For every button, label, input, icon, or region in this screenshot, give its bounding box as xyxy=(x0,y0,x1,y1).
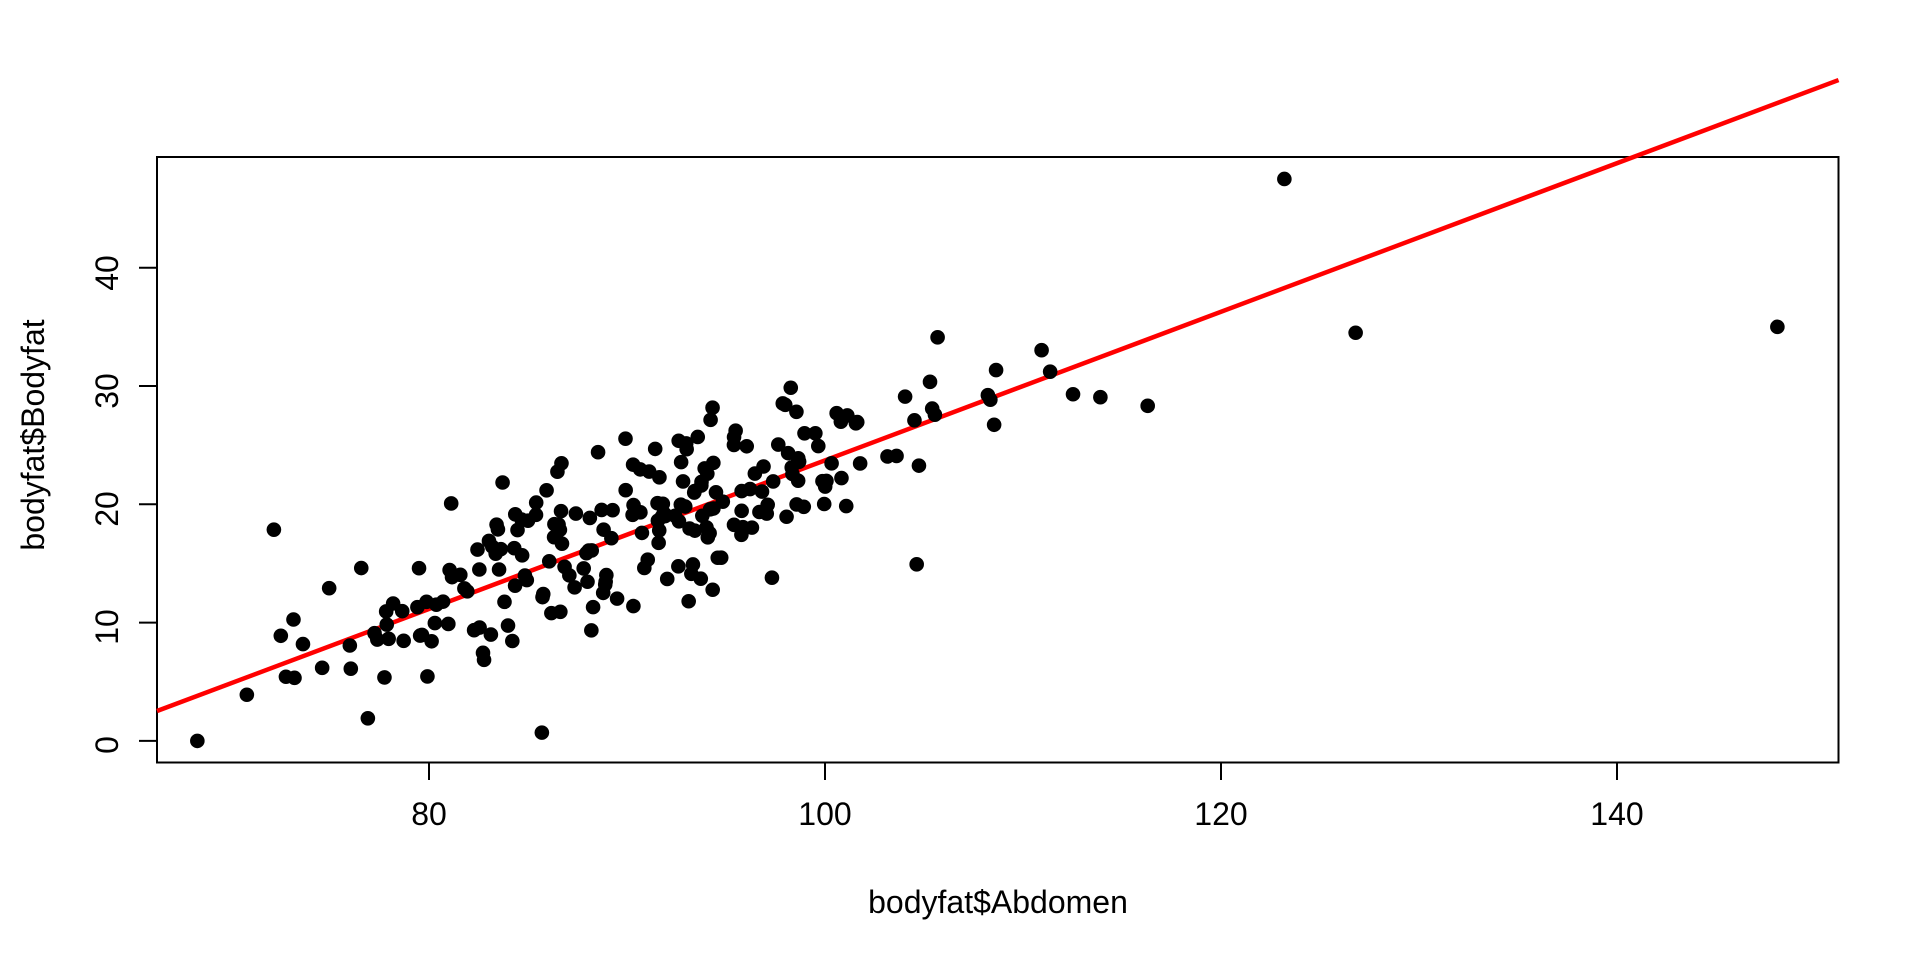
svg-text:bodyfat$Abdomen: bodyfat$Abdomen xyxy=(868,884,1128,920)
svg-text:20: 20 xyxy=(89,491,125,527)
svg-text:140: 140 xyxy=(1590,796,1643,832)
svg-text:100: 100 xyxy=(798,796,851,832)
svg-text:bodyfat$Bodyfat: bodyfat$Bodyfat xyxy=(15,319,51,550)
svg-text:120: 120 xyxy=(1194,796,1247,832)
svg-text:0: 0 xyxy=(89,736,125,754)
svg-text:10: 10 xyxy=(89,609,125,645)
svg-text:30: 30 xyxy=(89,373,125,409)
svg-text:40: 40 xyxy=(89,255,125,291)
svg-text:80: 80 xyxy=(411,796,447,832)
